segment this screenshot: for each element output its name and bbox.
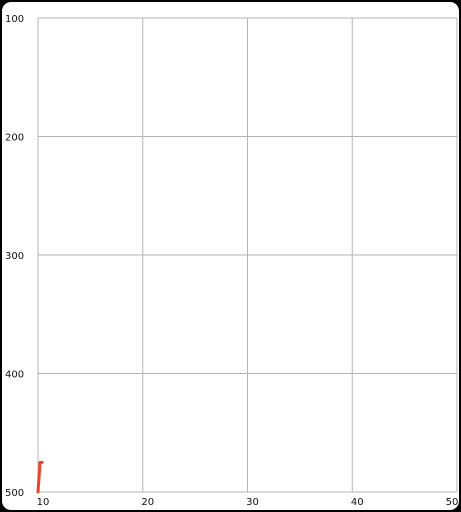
y-tick-label: 400 xyxy=(5,370,24,381)
x-tick-label: 50 xyxy=(446,497,459,508)
y-tick-label: 200 xyxy=(5,133,24,144)
y-tick-label: 500 xyxy=(5,488,24,499)
y-tick-label: 300 xyxy=(5,251,24,262)
x-tick-label: 30 xyxy=(246,497,259,508)
series-line xyxy=(38,462,42,492)
y-tick-label: 100 xyxy=(5,14,24,25)
x-tick-label: 20 xyxy=(141,497,154,508)
x-tick-label: 40 xyxy=(351,497,364,508)
x-tick-label: 10 xyxy=(37,497,50,508)
